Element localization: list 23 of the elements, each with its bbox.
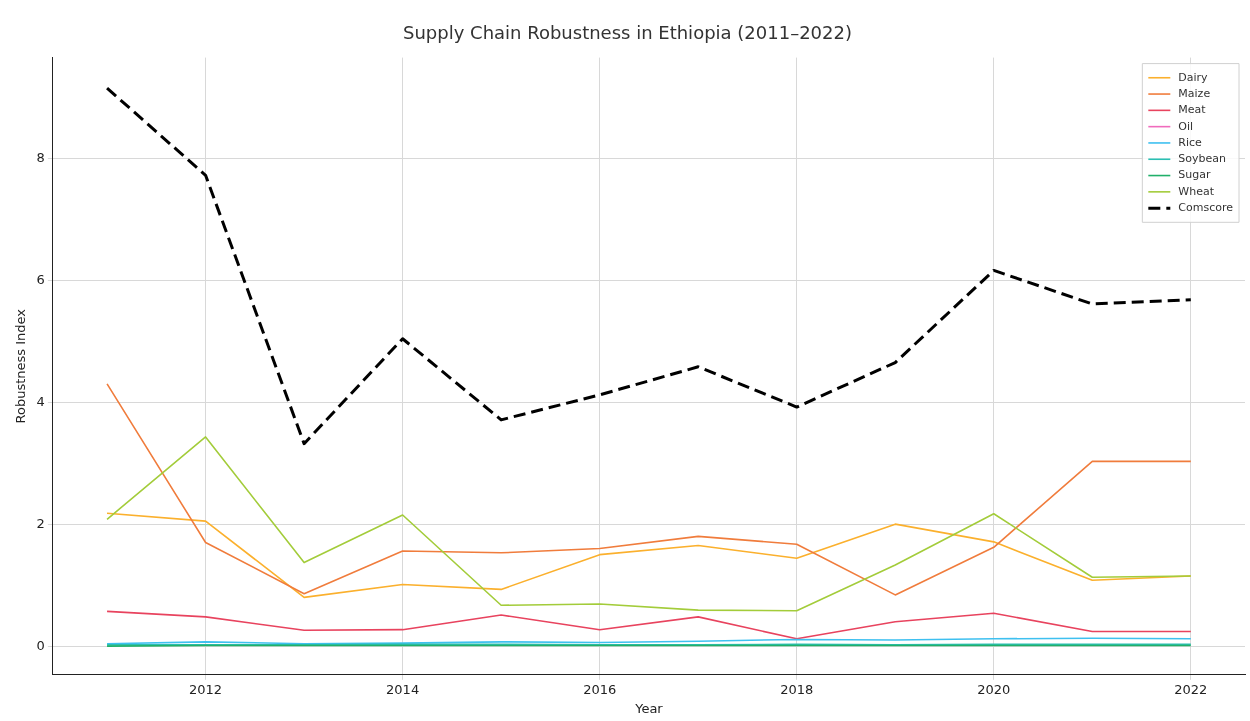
legend-label: Dairy [1178, 70, 1209, 84]
x-tick-label: 2012 [189, 681, 223, 697]
x-tick-label: 2020 [977, 681, 1011, 697]
x-tick-label: 2014 [386, 681, 420, 697]
x-tick-label: 2022 [1174, 681, 1208, 697]
legend-label: Soybean [1178, 152, 1227, 166]
legend-label: Comscore [1178, 201, 1234, 215]
y-tick-label: 8 [36, 149, 45, 165]
legend-label: Oil [1178, 119, 1194, 133]
y-tick-label: 2 [36, 515, 45, 531]
y-tick-label: 6 [36, 271, 45, 287]
legend-label: Rice [1178, 135, 1203, 149]
legend-label: Sugar [1178, 168, 1211, 182]
x-tick-label: 2018 [780, 681, 814, 697]
x-axis-title: Year [634, 700, 664, 716]
legend-label: Maize [1178, 86, 1211, 100]
legend-label: Wheat [1178, 184, 1215, 198]
y-axis-title: Robustness Index [13, 308, 29, 424]
chart-title: Supply Chain Robustness in Ethiopia (2011–2022) [403, 22, 852, 44]
y-tick-label: 4 [36, 393, 45, 409]
legend-label: Meat [1178, 103, 1207, 117]
x-tick-label: 2016 [583, 681, 617, 697]
y-tick-label: 0 [36, 637, 45, 653]
